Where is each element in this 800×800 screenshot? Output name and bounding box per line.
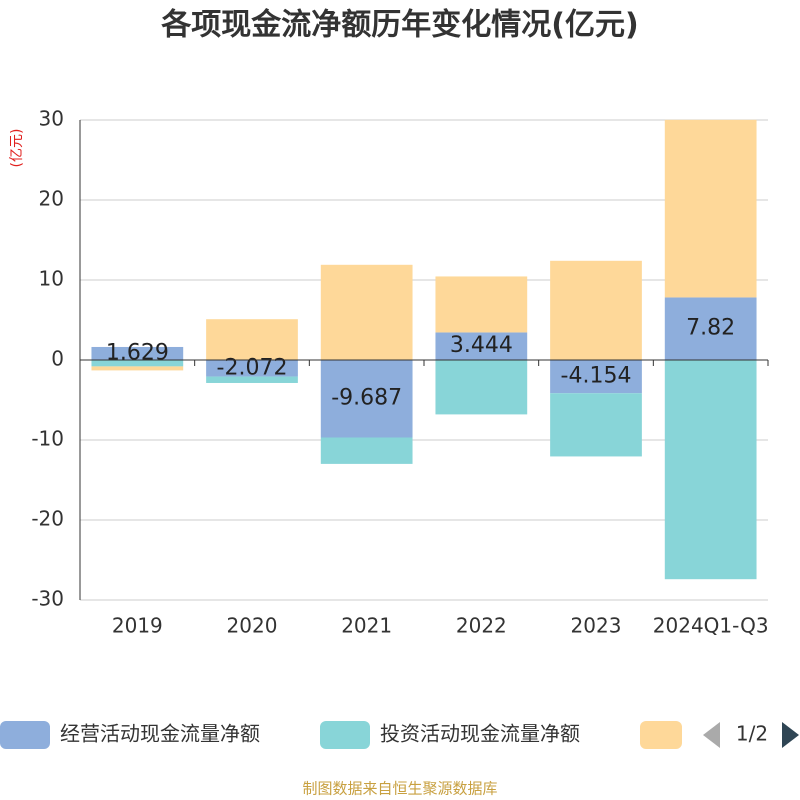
source-note: 制图数据来自恒生聚源数据库 bbox=[302, 780, 497, 798]
bar bbox=[550, 360, 642, 394]
x-tick-label: 2024Q1-Q3 bbox=[653, 614, 769, 638]
x-tick-label: 2021 bbox=[341, 614, 392, 638]
x-tick-label: 2019 bbox=[112, 614, 163, 638]
bar bbox=[550, 393, 642, 457]
x-tick-label: 2020 bbox=[227, 614, 278, 638]
y-tick-label: -30 bbox=[31, 587, 64, 611]
bar bbox=[664, 297, 757, 360]
y-tick-label: 20 bbox=[39, 187, 64, 211]
bar bbox=[320, 437, 413, 464]
legend-swatch bbox=[320, 721, 370, 749]
data-label: -9.687 bbox=[331, 386, 402, 411]
y-tick-label: -10 bbox=[31, 427, 64, 451]
legend-next[interactable] bbox=[782, 722, 799, 748]
data-label: -4.154 bbox=[561, 364, 632, 389]
bar bbox=[320, 264, 413, 360]
bar bbox=[206, 376, 298, 383]
y-tick-label: 30 bbox=[39, 107, 64, 131]
y-unit: (亿元) bbox=[9, 129, 25, 168]
bar bbox=[91, 360, 184, 367]
legend-label: 投资活动现金流量净额 bbox=[380, 722, 580, 746]
data-label: 3.444 bbox=[450, 333, 513, 358]
data-label: 7.82 bbox=[686, 316, 735, 341]
legend-prev[interactable] bbox=[703, 722, 720, 748]
x-tick-label: 2023 bbox=[571, 614, 622, 638]
data-label: 1.629 bbox=[106, 340, 169, 365]
legend-label: 经营活动现金流量净额 bbox=[60, 722, 260, 746]
bar bbox=[206, 360, 298, 377]
legend-swatch bbox=[0, 721, 50, 749]
legend-swatch bbox=[640, 721, 682, 749]
bar bbox=[435, 332, 528, 360]
y-tick-label: 10 bbox=[39, 267, 64, 291]
bar bbox=[435, 276, 528, 333]
y-tick-label: -20 bbox=[31, 507, 64, 531]
bar bbox=[664, 360, 757, 580]
bar bbox=[320, 360, 413, 438]
bar bbox=[91, 366, 184, 371]
legend-page: 1/2 bbox=[736, 722, 768, 746]
bar bbox=[91, 346, 184, 360]
data-label: -2.072 bbox=[217, 355, 288, 380]
bar bbox=[550, 260, 642, 360]
bar bbox=[435, 360, 528, 415]
chart-title: 各项现金流净额历年变化情况(亿元) bbox=[160, 8, 638, 43]
x-tick-label: 2022 bbox=[456, 614, 507, 638]
y-tick-label: 0 bbox=[51, 347, 64, 371]
bar bbox=[206, 319, 298, 360]
bar bbox=[664, 119, 757, 298]
